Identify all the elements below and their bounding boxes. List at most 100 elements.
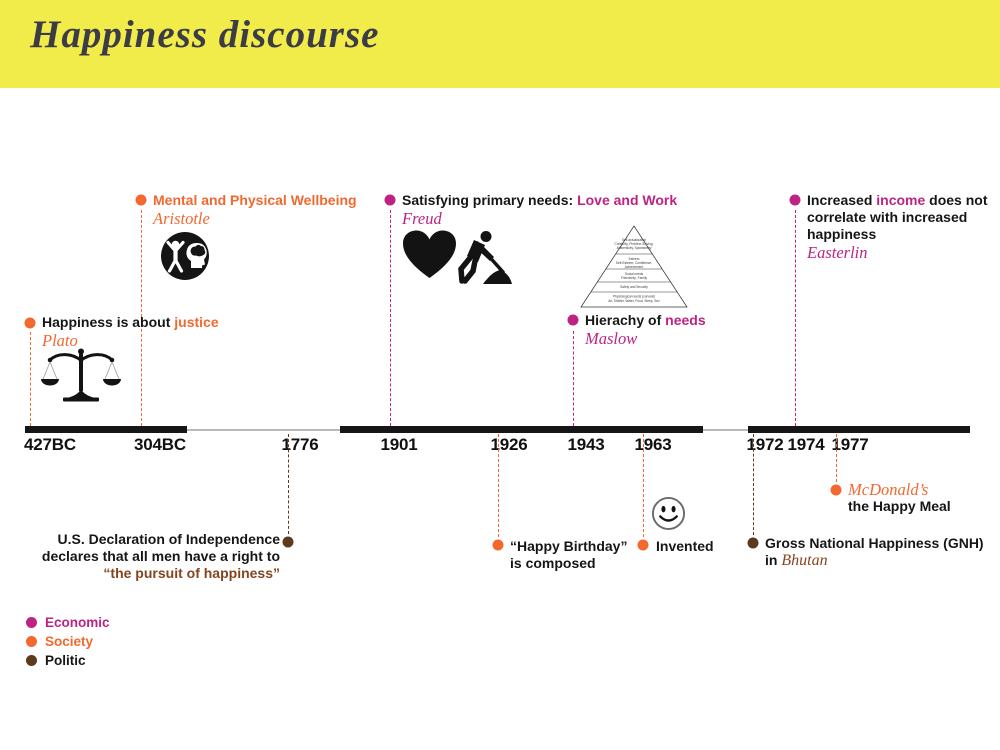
event-smiley-label: Invented (656, 538, 714, 554)
timeline-date-1926: 1926 (490, 435, 528, 454)
timeline-date-1974: 1974 (787, 435, 825, 454)
dot-easterlin (789, 194, 801, 206)
event-plato-author: Plato (42, 331, 78, 350)
timeline-segment-antiquity (25, 426, 187, 433)
event-plato: Happiness is about justice Plato (42, 314, 219, 350)
event-mcdonalds: McDonald’s the Happy Meal (848, 481, 951, 515)
pyramid-l4-title: Safety and Security (620, 285, 648, 289)
timeline-segment-seventies (748, 426, 970, 433)
event-gnh-pre: in (765, 552, 782, 568)
legend-label-politic: Politic (45, 653, 86, 668)
event-birthday: “Happy Birthday” is composed (510, 538, 627, 572)
dot-gnh (747, 537, 759, 549)
dot-freud (384, 194, 396, 206)
timeline-date-1776: 1776 (281, 435, 319, 454)
event-easterlin-text: Increased income does not correlate with… (807, 192, 988, 242)
event-aristotle-text: Mental and Physical Wellbeing (153, 192, 357, 208)
event-maslow-text: Hierachy of needs (585, 312, 706, 328)
event-maslow-pre: Hierachy of (585, 312, 666, 328)
event-plato-text: Happiness is about justice (42, 314, 219, 330)
page-title: Happiness discourse (30, 13, 380, 56)
event-mcdonalds-line2: the Happy Meal (848, 498, 951, 514)
event-birthday-line2: is composed (510, 555, 596, 571)
smiley-face-icon (651, 496, 686, 531)
event-mcdonalds-brand: McDonald’s (848, 480, 929, 499)
legend-dot-economic (26, 617, 37, 629)
timeline-segment-modern (340, 426, 703, 433)
pyramid-l2-title: Esteem (629, 257, 640, 261)
timeline-gap-1 (187, 429, 340, 431)
event-plato-pre: Happiness is about (42, 314, 175, 330)
event-declaration: U.S. Declaration of Independence declare… (37, 531, 280, 582)
event-easterlin-pre: Increased (807, 192, 877, 208)
pyramid-l1-title: Self-actualization (622, 238, 647, 242)
dot-declaration (282, 536, 294, 548)
connector-easterlin (795, 210, 796, 426)
legend-item-society: Society (26, 635, 93, 649)
dot-birthday (492, 539, 504, 551)
event-maslow-highlight: needs (665, 312, 706, 328)
legend-dot-society (26, 636, 37, 648)
pyramid-l2-sub1: Self-Esteem, Confidence, (616, 261, 652, 265)
event-plato-highlight: justice (174, 314, 219, 330)
legend-label-economic: Economic (45, 615, 110, 630)
connector-gnh (753, 434, 754, 535)
timeline-gap-2 (703, 429, 748, 431)
event-easterlin-author: Easterlin (807, 243, 868, 262)
timeline-date-1963: 1963 (634, 435, 672, 454)
connector-freud (390, 210, 391, 426)
connector-maslow (573, 331, 574, 426)
justice-scale-icon (41, 348, 121, 402)
event-gnh: Gross National Happiness (GNH) in Bhutan (765, 535, 984, 569)
timeline-date-1972: 1972 (746, 435, 784, 454)
timeline-date-1977: 1977 (831, 435, 869, 454)
connector-smiley (643, 434, 644, 537)
dot-aristotle (135, 194, 147, 206)
event-declaration-highlight: “the pursuit of happiness” (103, 565, 280, 581)
timeline-date-1943: 1943 (567, 435, 605, 454)
heart-icon (403, 230, 456, 278)
event-gnh-line1: Gross National Happiness (GNH) (765, 535, 984, 551)
event-declaration-pre: U.S. Declaration of Independence declare… (41, 531, 280, 564)
dot-mcdonalds (830, 484, 842, 496)
event-easterlin-highlight: income (876, 192, 926, 208)
pyramid-l5-sub: Air, Shelter, Water, Food, Sleep, Sex (608, 299, 660, 303)
event-freud: Satisfying primary needs: Love and Work … (402, 192, 677, 228)
timeline-date-304bc: 304BC (134, 435, 186, 454)
legend-item-politic: Politic (26, 654, 86, 668)
dot-plato (24, 317, 36, 329)
dot-maslow (567, 314, 579, 326)
pyramid-l5-title: Physiological needs (survival) (613, 295, 655, 299)
event-freud-pre: Satisfying primary needs: (402, 192, 578, 208)
event-birthday-line1: “Happy Birthday” (510, 538, 628, 554)
event-freud-author: Freud (402, 209, 442, 228)
event-easterlin-post: does not correlate with increased happin… (807, 192, 988, 242)
pyramid-l1-sub1: Creativity, Problem Solving, (615, 242, 654, 246)
event-freud-highlight: Love and Work (577, 192, 678, 208)
event-easterlin: Increased income does not correlate with… (807, 192, 989, 262)
event-aristotle-author: Aristotle (153, 209, 210, 228)
maslow-pyramid-icon: Self-actualization Creativity, Problem S… (580, 225, 688, 308)
timeline-date-427bc: 427BC (24, 435, 76, 454)
event-maslow: Hierachy of needs Maslow (585, 312, 706, 348)
connector-declaration (288, 434, 289, 534)
worker-digging-icon (458, 231, 512, 284)
pyramid-l3-sub: Friendship, Family (621, 276, 647, 280)
pyramid-l2-sub2: Achievement (625, 265, 644, 269)
connector-plato (30, 332, 31, 426)
connector-birthday (498, 434, 499, 537)
event-maslow-author: Maslow (585, 329, 638, 348)
timeline-date-1901: 1901 (380, 435, 418, 454)
connector-mcdonalds (836, 434, 837, 482)
connector-aristotle (141, 210, 142, 426)
event-aristotle: Mental and Physical Wellbeing Aristotle (153, 192, 357, 228)
event-gnh-highlight: Bhutan (781, 552, 828, 569)
mental-physical-wellbeing-icon (161, 232, 209, 280)
event-gnh-line2: in Bhutan (765, 552, 984, 569)
pyramid-l3-title: Social needs (625, 272, 644, 276)
legend-item-economic: Economic (26, 616, 110, 630)
legend-label-society: Society (45, 634, 94, 649)
legend-dot-politic (26, 655, 37, 667)
pyramid-l1-sub2: Authenticity, Spontaneity (617, 246, 652, 250)
